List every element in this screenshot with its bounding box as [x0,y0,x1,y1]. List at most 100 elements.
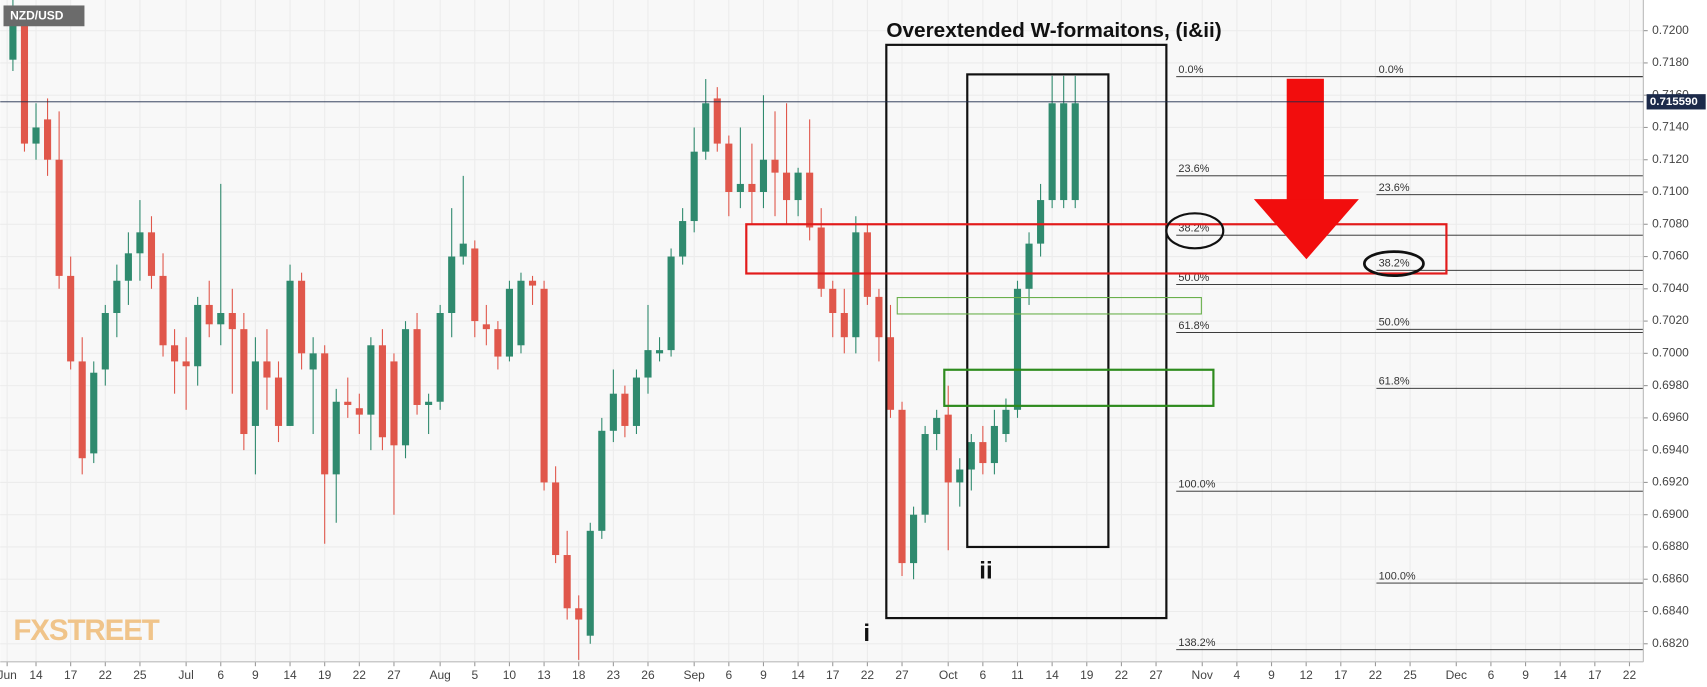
x-tick-label: 9 [1522,668,1529,682]
candle-body [9,14,17,60]
candle-body [609,393,617,431]
candle-body [321,353,329,475]
candle-body [563,555,571,609]
highlight-ellipse [1363,250,1425,278]
symbol: NZD/USD [10,9,64,23]
candle-body [806,172,814,228]
candle-body [171,345,179,362]
fib-label: 0.0% [1178,64,1203,76]
candle-body [713,98,721,144]
last-price-label: 0.715590 [1650,96,1698,108]
x-tick-label: 17 [1588,668,1602,682]
candle-body [990,425,998,464]
y-tick-label: 0.7040 [1652,281,1689,295]
candle-body [378,345,386,438]
candle-body [621,393,629,426]
wave-label: i [863,620,870,647]
candle-body [967,442,975,470]
candle-body [748,183,756,193]
candle-body [736,183,744,193]
x-tick-label: 17 [1334,668,1348,682]
y-tick-label: 0.6980 [1652,378,1689,392]
fib-label: 61.8% [1379,376,1410,388]
candle-body [32,127,40,144]
candle-body [852,232,860,338]
candle-body [921,434,929,515]
y-tick-label: 0.6820 [1652,636,1689,650]
candle-body [113,280,121,314]
candle-body [436,313,444,402]
candle-body [355,408,363,415]
fib-label: 61.8% [1178,320,1209,332]
x-tick-label: Nov [1192,668,1213,682]
last-price-tag [1646,94,1706,110]
candle-body [78,361,86,459]
candle-body [679,221,687,257]
x-tick-label: 18 [572,668,586,682]
wave-label: ii [979,557,992,584]
x-tick-label: 14 [791,668,805,682]
y-tick-label: 0.6900 [1652,507,1689,521]
candle-body [217,313,225,325]
x-tick-label: 27 [895,668,909,682]
x-tick-label: Jul [178,668,193,682]
fib-label: 23.6% [1178,163,1209,175]
x-tick-label: 26 [641,668,655,682]
y-tick-label: 0.6860 [1652,571,1689,585]
x-tick-label: 6 [217,668,224,682]
candle-body [367,345,375,415]
candle-body [471,248,479,322]
x-tick-label: 14 [1554,668,1568,682]
candle-body [1025,243,1033,289]
candle-body [632,377,641,426]
candle-body [944,414,952,483]
candle-body [401,329,410,446]
candle-body [205,304,213,325]
x-tick-label: 10 [503,668,517,682]
x-tick-label: 6 [1488,668,1495,682]
x-tick-label: 14 [283,668,297,682]
fib-label: 50.0% [1178,272,1209,284]
candle-body [263,361,271,378]
x-tick-label: 9 [1268,668,1275,682]
arrow-shaft [1286,78,1324,202]
x-tick-label: Aug [429,668,450,682]
fib-label: 138.2% [1178,637,1215,649]
x-tick-label: 22 [353,668,367,682]
candle-body [274,377,283,426]
candle-body [459,243,467,257]
fib-label: 23.6% [1379,182,1410,194]
x-tick-label: 14 [29,668,43,682]
fibonacci-levels: 0.0% 23.6% 38.2% 50.0% 61.8% 100.0% 138.2% 0.0%… [1176,64,1644,651]
box-outer [885,43,1168,620]
candle-body [228,313,236,330]
candle-body [1002,409,1010,435]
candle-body [690,151,698,222]
x-tick-label: 5 [471,668,478,682]
candle-body [898,409,906,564]
candle-body [90,372,98,454]
y-tick-label: 0.6920 [1652,475,1689,489]
x-tick-label: 17 [64,668,78,682]
y-tick-label: 0.7200 [1652,23,1689,37]
candle-body [425,401,433,405]
candle-body [1037,200,1045,244]
candle-body [448,256,456,314]
candle-body [771,159,779,173]
box-inner [966,73,1110,549]
x-tick-label: 11 [1011,668,1024,682]
x-tick-label: 27 [1149,668,1163,682]
candle-body [147,232,156,276]
fib-label: 38.2% [1379,258,1410,270]
resistance-zone [745,223,1448,275]
y-tick-label: 0.7060 [1652,249,1689,263]
candle-body [182,361,190,367]
y-tick-label: 0.7000 [1652,346,1689,360]
candle-body [240,329,248,435]
arrow-head [1253,199,1359,260]
x-tick-label: Sep [683,668,705,682]
y-tick-label: 0.7180 [1652,55,1689,69]
y-tick-label: 0.6840 [1652,604,1689,618]
candle-body [194,304,202,367]
